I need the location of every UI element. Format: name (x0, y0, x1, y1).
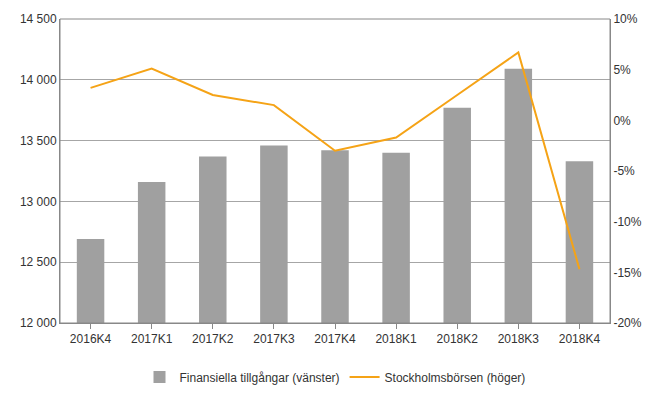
svg-text:12 500: 12 500 (20, 255, 57, 269)
svg-text:2018K1: 2018K1 (375, 332, 417, 346)
svg-text:2018K4: 2018K4 (559, 332, 601, 346)
svg-text:5%: 5% (613, 63, 631, 77)
svg-text:2018K2: 2018K2 (437, 332, 479, 346)
svg-text:Stockholmsbörsen (höger): Stockholmsbörsen (höger) (385, 371, 526, 385)
svg-text:2017K3: 2017K3 (253, 332, 295, 346)
svg-text:0%: 0% (613, 114, 631, 128)
svg-text:13 000: 13 000 (20, 195, 57, 209)
svg-text:2017K2: 2017K2 (192, 332, 234, 346)
svg-text:-20%: -20% (613, 316, 641, 330)
svg-text:10%: 10% (613, 12, 637, 26)
svg-text:2017K1: 2017K1 (131, 332, 173, 346)
svg-text:-15%: -15% (613, 266, 641, 280)
svg-text:2018K3: 2018K3 (498, 332, 540, 346)
svg-text:12 000: 12 000 (20, 316, 57, 330)
svg-text:13 500: 13 500 (20, 134, 57, 148)
svg-text:Finansiella tillgångar (vänste: Finansiella tillgångar (vänster) (180, 371, 340, 385)
svg-text:2016K4: 2016K4 (70, 332, 112, 346)
svg-text:14 000: 14 000 (20, 73, 57, 87)
svg-text:2017K4: 2017K4 (314, 332, 356, 346)
svg-text:14 500: 14 500 (20, 12, 57, 26)
svg-text:-10%: -10% (613, 215, 641, 229)
svg-text:-5%: -5% (613, 164, 635, 178)
